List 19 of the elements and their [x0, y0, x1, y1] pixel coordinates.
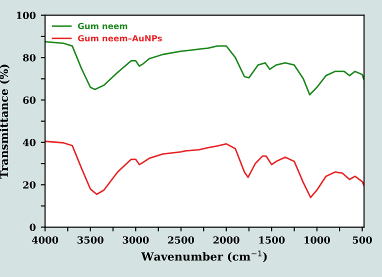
y-tick-label: 100: [16, 12, 36, 20]
line-series: [45, 140, 364, 198]
y-tick-label: 60: [23, 96, 36, 104]
y-tick-label: 20: [23, 181, 36, 189]
x-tick-label: 1000: [304, 236, 330, 244]
x-tick-label: 2000: [213, 236, 240, 244]
x-tick-label: 1500: [259, 236, 285, 244]
x-tick-label: 3500: [78, 236, 104, 244]
x-tick-label: 500: [352, 236, 372, 244]
y-tick-label: 0: [30, 224, 36, 231]
legend-label: Gum neem–AuNPs: [78, 35, 162, 42]
x-tick-label: 3000: [122, 236, 149, 244]
y-tick-label: 80: [23, 54, 36, 62]
y-tick-label: 40: [22, 138, 36, 146]
x-axis-title: Wavenumber (cm$^{−1}$): [141, 250, 267, 262]
legend-label: Gum neem: [78, 22, 128, 30]
line-series: [45, 40, 364, 96]
x-tick-label: 4000: [32, 236, 58, 244]
x-tick-label: 2500: [168, 236, 194, 244]
